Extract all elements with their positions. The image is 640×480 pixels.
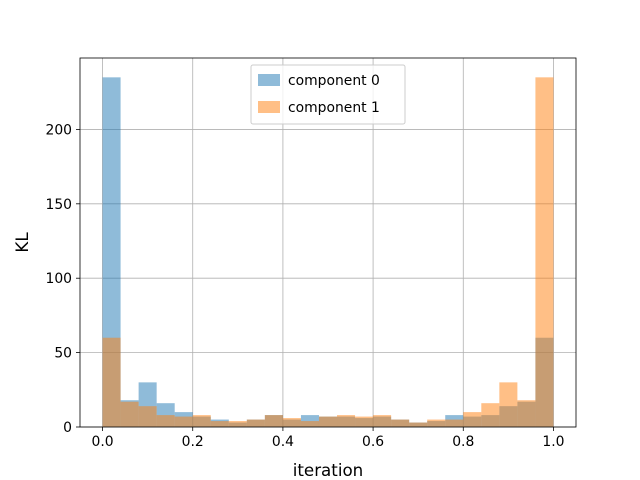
legend-label-0: component 0 (288, 73, 380, 89)
bar-series-1-bin-2 (138, 406, 157, 427)
bar-series-1-bin-7 (228, 421, 247, 427)
bar-series-1-bin-6 (210, 421, 229, 427)
y-axis-ticks: 0 50 100 150 200 (45, 122, 80, 436)
bar-series-1-bin-12 (318, 416, 338, 427)
bar-series-1-bin-3 (156, 415, 175, 427)
bars (102, 77, 554, 427)
x-tick-label: 0.8 (452, 434, 474, 450)
bar-series-1-bin-24 (535, 77, 554, 427)
bar-series-1-bin-18 (427, 419, 446, 427)
x-tick-label: 0.6 (362, 434, 384, 450)
x-axis-ticks: 0.0 0.2 0.4 0.6 0.8 1.0 (91, 427, 565, 450)
bar-series-1-bin-16 (391, 419, 410, 427)
x-tick-label: 0.2 (182, 434, 204, 450)
bar-series-1-bin-22 (499, 382, 518, 427)
bar-series-1-bin-19 (445, 419, 464, 427)
y-tick-label: 200 (45, 122, 72, 138)
series-1-bars (102, 77, 554, 427)
legend-label-1: component 1 (288, 100, 380, 116)
bar-series-1-bin-14 (355, 416, 374, 427)
bar-series-1-bin-10 (282, 418, 301, 427)
x-tick-label: 1.0 (542, 434, 564, 450)
bar-series-1-bin-4 (174, 416, 193, 427)
legend: component 0 component 1 (250, 64, 406, 125)
bar-series-1-bin-15 (373, 415, 392, 427)
bar-series-1-bin-9 (264, 415, 283, 427)
x-tick-label: 0.4 (272, 434, 294, 450)
x-tick-label: 0.0 (91, 434, 113, 450)
y-tick-label: 0 (63, 420, 72, 436)
bar-series-1-bin-11 (300, 421, 319, 427)
bar-series-1-bin-21 (481, 403, 500, 427)
legend-swatch-0 (258, 74, 280, 86)
plot-frame (79, 57, 577, 428)
y-tick-label: 100 (45, 271, 72, 287)
bar-series-1-bin-17 (409, 422, 428, 427)
y-tick-label: 150 (45, 197, 72, 213)
y-tick-label: 50 (54, 346, 72, 362)
y-axis-label: KL (12, 232, 32, 253)
bar-series-1-bin-20 (463, 412, 482, 427)
bar-series-1-bin-0 (102, 337, 121, 427)
bar-series-1-bin-13 (337, 415, 356, 427)
legend-box (250, 64, 406, 125)
bar-series-1-bin-23 (517, 400, 536, 427)
bar-series-1-bin-5 (192, 415, 211, 427)
bar-series-1-bin-1 (120, 401, 139, 427)
legend-swatch-1 (258, 101, 280, 113)
x-axis-label: iteration (293, 460, 364, 480)
bar-series-1-bin-8 (246, 419, 265, 427)
